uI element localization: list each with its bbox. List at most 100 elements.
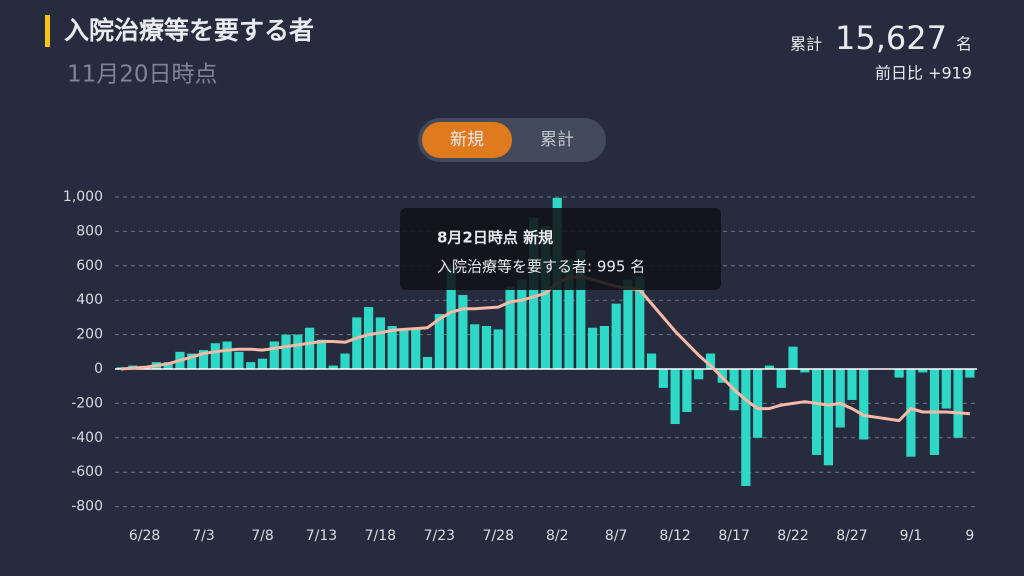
bar bbox=[316, 339, 327, 369]
bar bbox=[599, 326, 609, 369]
bar bbox=[658, 369, 668, 388]
y-tick-label: -400 bbox=[71, 430, 103, 446]
bar bbox=[340, 353, 350, 369]
trend-line bbox=[120, 274, 971, 423]
x-tick-label: 9 bbox=[965, 528, 974, 544]
y-tick-label: -800 bbox=[71, 499, 103, 515]
bar bbox=[646, 353, 657, 369]
bar bbox=[776, 369, 786, 388]
y-tick-label: 200 bbox=[76, 327, 103, 343]
bar bbox=[788, 346, 798, 369]
bar bbox=[328, 365, 338, 369]
bar bbox=[363, 307, 374, 369]
bar bbox=[941, 369, 951, 409]
bar bbox=[446, 265, 456, 369]
bar bbox=[387, 326, 397, 369]
bar bbox=[375, 317, 385, 369]
toggle-active[interactable] bbox=[422, 122, 512, 158]
y-tick-label: 1,000 bbox=[63, 189, 103, 205]
total-label: 累計 bbox=[790, 35, 822, 54]
bar bbox=[505, 286, 515, 369]
bar bbox=[352, 317, 362, 369]
x-tick-label: 8/7 bbox=[605, 528, 628, 544]
x-tick-label: 7/3 bbox=[192, 528, 215, 544]
bar bbox=[753, 369, 763, 438]
toggle-option[interactable]: 新規 bbox=[450, 130, 484, 150]
bar bbox=[694, 369, 704, 380]
total-unit: 名 bbox=[956, 35, 972, 54]
plot: 1,000 800 600 400 200 0 -200 -400 -600 -800 6/28 7/… bbox=[63, 189, 977, 544]
bar bbox=[234, 351, 244, 369]
bar bbox=[835, 369, 845, 428]
x-tick-label: 7/28 bbox=[483, 528, 514, 544]
y-tick-label: 0 bbox=[94, 361, 103, 377]
bar bbox=[281, 334, 291, 369]
bar bbox=[953, 369, 963, 438]
toggle-option[interactable]: 累計 bbox=[540, 130, 574, 150]
bar bbox=[222, 341, 232, 369]
bar bbox=[859, 369, 869, 440]
bar bbox=[411, 327, 421, 369]
bar bbox=[470, 324, 480, 369]
bar bbox=[823, 369, 833, 466]
bar bbox=[965, 369, 975, 378]
x-tick-label: 7/18 bbox=[365, 528, 396, 544]
x-tick-label: 6/28 bbox=[129, 528, 160, 544]
bar bbox=[529, 217, 539, 369]
bar bbox=[741, 369, 751, 486]
subtitle: 11月20日時点 bbox=[67, 62, 218, 88]
x-tick-label: 8/22 bbox=[777, 528, 808, 544]
bar bbox=[847, 369, 857, 400]
bar bbox=[493, 329, 503, 369]
bar bbox=[305, 327, 315, 369]
bar bbox=[682, 369, 692, 412]
bar bbox=[812, 369, 822, 455]
total: 15,627 bbox=[835, 19, 947, 57]
x-tick-label: 9/1 bbox=[900, 528, 923, 544]
title: 入院治療等を要する者 bbox=[64, 16, 314, 45]
y-tick-label: -600 bbox=[71, 464, 103, 480]
bar bbox=[623, 279, 633, 369]
change: 前日比 +919 bbox=[875, 64, 972, 83]
tooltip-title: 8月2日時点 新規 bbox=[437, 229, 553, 247]
y-tick-label: 600 bbox=[76, 258, 103, 274]
bar bbox=[611, 303, 621, 369]
bar bbox=[198, 350, 209, 369]
bar bbox=[517, 279, 527, 369]
bar bbox=[540, 226, 551, 369]
bar bbox=[458, 295, 468, 369]
tooltip: 8月2日時点 新規 入院治療等を要する者: 995 名 bbox=[400, 208, 721, 290]
bar bbox=[635, 276, 645, 369]
bar bbox=[257, 358, 268, 369]
bar bbox=[422, 356, 433, 369]
x-tick-label: 8/12 bbox=[659, 528, 690, 544]
bar bbox=[187, 353, 197, 369]
x-tick-label: 7/23 bbox=[424, 528, 455, 544]
x-tick-label: 8/17 bbox=[718, 528, 749, 544]
y-tick-label: 800 bbox=[76, 223, 103, 239]
bar bbox=[670, 369, 680, 425]
tooltip-box bbox=[400, 208, 721, 290]
x-tick-label: 7/8 bbox=[251, 528, 274, 544]
bar bbox=[588, 327, 598, 369]
bar bbox=[906, 369, 916, 457]
bar bbox=[564, 258, 574, 369]
x-tick-label: 8/2 bbox=[546, 528, 569, 544]
title-accent bbox=[45, 15, 50, 47]
bar bbox=[705, 353, 716, 369]
bar bbox=[918, 369, 928, 373]
y-tick-label: -200 bbox=[71, 395, 103, 411]
tooltip-text: 入院治療等を要する者: 995 名 bbox=[437, 258, 645, 276]
bar bbox=[576, 250, 586, 369]
bar bbox=[800, 369, 810, 373]
bar bbox=[293, 334, 303, 369]
bar bbox=[269, 341, 279, 369]
bar bbox=[894, 369, 904, 378]
bar bbox=[399, 329, 409, 369]
bar bbox=[764, 365, 775, 369]
x-tick-label: 7/13 bbox=[306, 528, 337, 544]
bar bbox=[210, 343, 220, 369]
bar bbox=[163, 362, 173, 369]
bar bbox=[246, 362, 256, 369]
